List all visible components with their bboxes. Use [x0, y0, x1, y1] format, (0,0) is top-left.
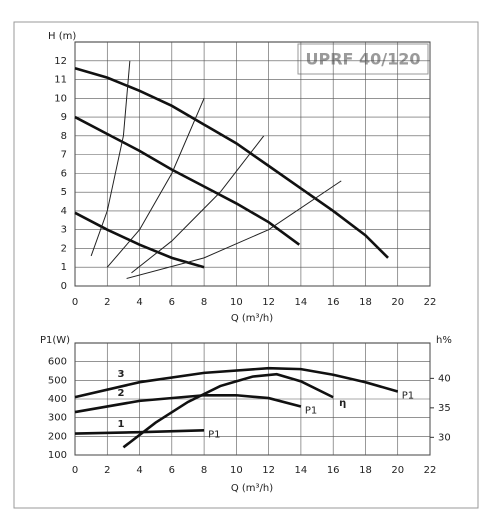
y2-axis-label: h%	[436, 335, 452, 346]
x-axis-label: Q (m³/h)	[231, 313, 273, 324]
x-tick-label: 12	[262, 465, 275, 476]
x-tick-label: 6	[169, 297, 175, 308]
x-tick-label: 10	[230, 297, 243, 308]
x-tick-label: 18	[359, 465, 372, 476]
x-tick-label: 8	[201, 465, 207, 476]
x-tick-label: 20	[391, 465, 404, 476]
x-tick-label: 16	[327, 465, 340, 476]
x-tick-label: 0	[72, 297, 78, 308]
end-label: P1	[305, 405, 317, 416]
y-tick-label: 2	[61, 243, 67, 254]
curve	[90, 60, 131, 257]
y-tick-label: 300	[48, 413, 67, 424]
curve	[106, 98, 205, 268]
x-tick-label: 18	[359, 297, 372, 308]
y-tick-label: 100	[48, 450, 67, 461]
curve	[74, 366, 399, 399]
curve	[74, 429, 205, 435]
end-label: P1	[402, 391, 414, 402]
x-tick-label: 6	[169, 465, 175, 476]
x-tick-label: 0	[72, 465, 78, 476]
x-tick-label: 4	[136, 465, 142, 476]
y-tick-label: 200	[48, 431, 67, 442]
y-tick-label: 4	[61, 206, 67, 217]
x-tick-label: 14	[295, 297, 308, 308]
x-axis-label: Q (m³/h)	[231, 483, 273, 494]
y-tick-label: 5	[61, 187, 67, 198]
y-axis-label: P1(W)	[40, 335, 70, 346]
frame	[13, 21, 479, 509]
chart-title: UPRF 40/120	[305, 50, 420, 69]
curve	[126, 180, 342, 279]
series-label: 1	[118, 419, 125, 430]
series-label: 2	[118, 388, 125, 399]
curve	[74, 211, 205, 269]
x-tick-label: 12	[262, 297, 275, 308]
y-tick-label: 600	[48, 357, 67, 368]
x-tick-label: 2	[104, 297, 110, 308]
curve	[122, 372, 334, 449]
y-tick-label: 7	[61, 150, 67, 161]
x-tick-label: 8	[201, 297, 207, 308]
end-label: P1	[208, 429, 220, 440]
y-tick-label: 3	[61, 225, 67, 236]
x-tick-label: 4	[136, 297, 142, 308]
y2-tick-label: 35	[438, 403, 451, 414]
y-tick-label: 500	[48, 375, 67, 386]
curve	[131, 135, 265, 274]
x-tick-label: 16	[327, 297, 340, 308]
x-tick-label: 14	[295, 465, 308, 476]
x-tick-label: 10	[230, 465, 243, 476]
y-tick-label: 12	[54, 56, 67, 67]
x-tick-label: 2	[104, 465, 110, 476]
curve	[74, 393, 302, 414]
y-axis-label: H (m)	[48, 31, 76, 42]
title-box	[297, 43, 429, 75]
series-label: 3	[118, 369, 125, 380]
y-tick-label: 10	[54, 93, 67, 104]
y-tick-label: 400	[48, 394, 67, 405]
y2-tick-label: 40	[438, 373, 451, 384]
y-tick-label: 11	[54, 75, 67, 86]
y2-tick-label: 30	[438, 432, 451, 443]
y-tick-label: 1	[61, 262, 67, 273]
y-tick-label: 9	[61, 112, 67, 123]
series-label: η	[339, 398, 346, 409]
y-tick-label: 0	[61, 281, 67, 292]
y-tick-label: 8	[61, 131, 67, 142]
x-tick-label: 22	[424, 297, 437, 308]
x-tick-label: 20	[391, 297, 404, 308]
x-tick-label: 22	[424, 465, 437, 476]
curve	[74, 115, 301, 246]
curve	[74, 67, 389, 259]
y-tick-label: 6	[61, 168, 67, 179]
